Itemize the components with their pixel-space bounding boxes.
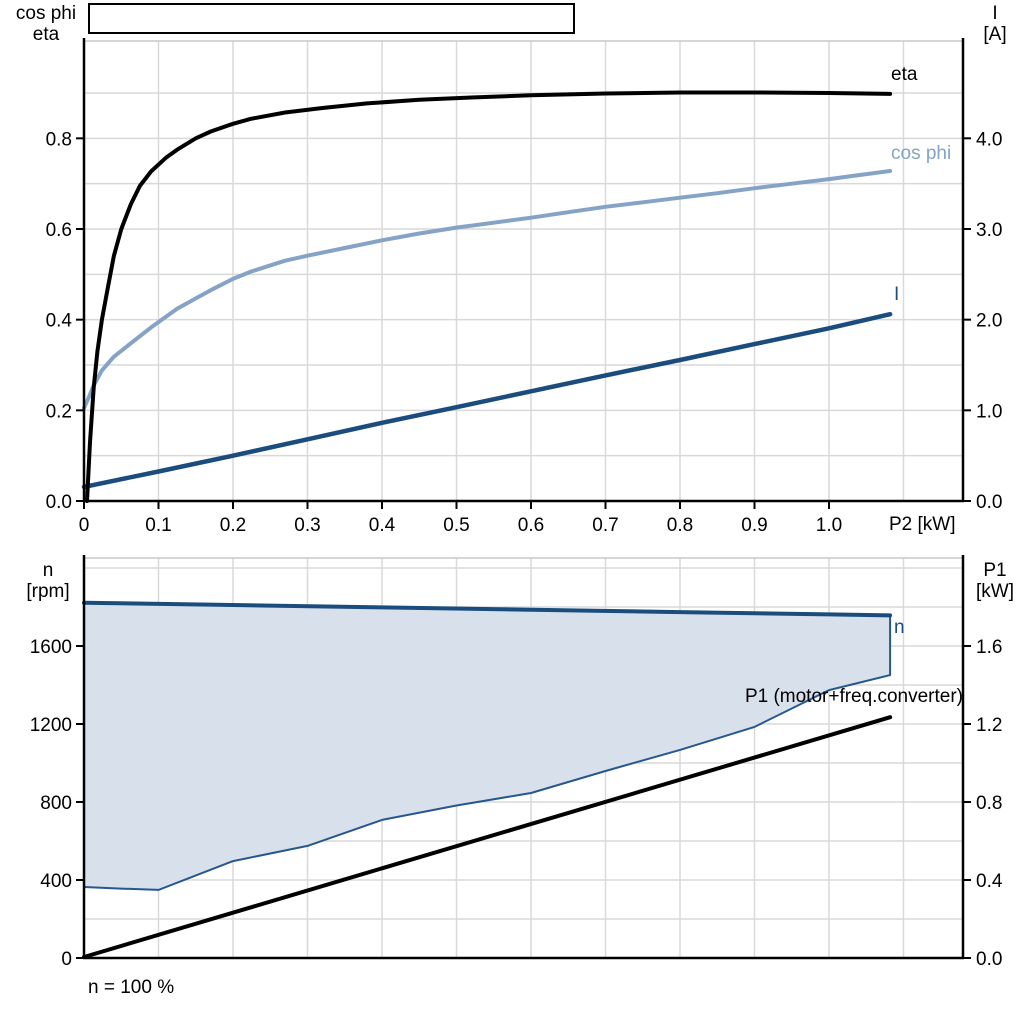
- speed-footnote: n = 100 %: [88, 977, 175, 998]
- y-left-tick-label: 0.2: [46, 401, 72, 422]
- axis-title-speed: n: [42, 560, 54, 581]
- y-right-tick-label: 0.4: [976, 871, 1003, 892]
- x-tick-label: 0.2: [220, 515, 246, 536]
- speed-control-band: [84, 602, 891, 890]
- x-tick-label: 0.8: [667, 515, 693, 536]
- axis-title-current-unit: [A]: [983, 24, 1007, 45]
- y-right-tick-label: 4.0: [976, 129, 1002, 150]
- curve-p1: [82, 715, 893, 959]
- curve-cos_phi: [82, 169, 893, 411]
- x-tick-label: 0.7: [592, 515, 618, 536]
- y-left-tick-label: 800: [40, 793, 72, 814]
- cos-phi-curve-label: cos phi: [891, 143, 952, 164]
- y-right-tick-label: 1.2: [976, 715, 1002, 736]
- y-right-tick-label: 0.0: [976, 949, 1002, 970]
- x-tick-label: 0.4: [369, 515, 396, 536]
- bottom-left-axis-title: n [rpm]: [14, 560, 82, 602]
- x-axis-title-p2: P2 [kW]: [889, 514, 956, 535]
- x-tick-label: 0.9: [741, 515, 767, 536]
- y-right-tick-label: 1.0: [976, 401, 1002, 422]
- speed-curve-label: n: [894, 617, 905, 638]
- axis-title-p1-unit: [kW]: [976, 581, 1014, 602]
- top-left-axis-title: cos phi eta: [8, 3, 84, 45]
- y-right-tick-label: 0.0: [976, 492, 1002, 513]
- y-left-tick-label: 0.8: [46, 129, 72, 150]
- y-left-tick-label: 1600: [30, 637, 72, 658]
- y-right-tick-label: 3.0: [976, 220, 1002, 241]
- axis-title-current: I: [992, 3, 998, 24]
- x-tick-label: 0.6: [518, 515, 544, 536]
- y-left-tick-label: 0.4: [46, 311, 73, 332]
- top-right-axis-title: I [A]: [970, 3, 1020, 45]
- curve-eta: [85, 90, 893, 503]
- y-right-tick-label: 2.0: [976, 311, 1002, 332]
- x-tick-label: 0.5: [443, 515, 469, 536]
- x-tick-label: 0.3: [294, 515, 320, 536]
- pump-title-box: NKE40-200/168 + 90SD 1.1 kW 3*460 V, 60 …: [88, 3, 575, 34]
- y-right-tick-label: 0.8: [976, 793, 1002, 814]
- y-left-tick-label: 0: [61, 949, 72, 970]
- p1-curve-label: P1 (motor+freq.converter): [744, 686, 963, 707]
- curve-current: [81, 311, 893, 490]
- eta-curve-label: eta: [891, 64, 918, 85]
- y-left-tick-label: 0.0: [46, 492, 72, 513]
- x-tick-label: 0: [79, 515, 90, 536]
- x-tick-label: 0.1: [145, 515, 171, 536]
- axis-title-speed-unit: [rpm]: [26, 581, 70, 602]
- x-tick-label: 1.0: [816, 515, 842, 536]
- axis-title-p1: P1: [983, 560, 1007, 581]
- current-curve-label: I: [894, 284, 900, 305]
- axis-title-cosphi: cos phi: [15, 3, 77, 24]
- curve-n: [82, 600, 893, 618]
- y-left-tick-label: 400: [40, 871, 72, 892]
- bottom-right-axis-title: P1 [kW]: [966, 560, 1024, 602]
- y-right-tick-label: 1.6: [976, 637, 1002, 658]
- axis-title-eta: eta: [32, 24, 60, 45]
- y-left-tick-label: 0.6: [46, 220, 72, 241]
- curve-n-min-boundary: [83, 614, 892, 891]
- y-left-tick-label: 1200: [30, 715, 72, 736]
